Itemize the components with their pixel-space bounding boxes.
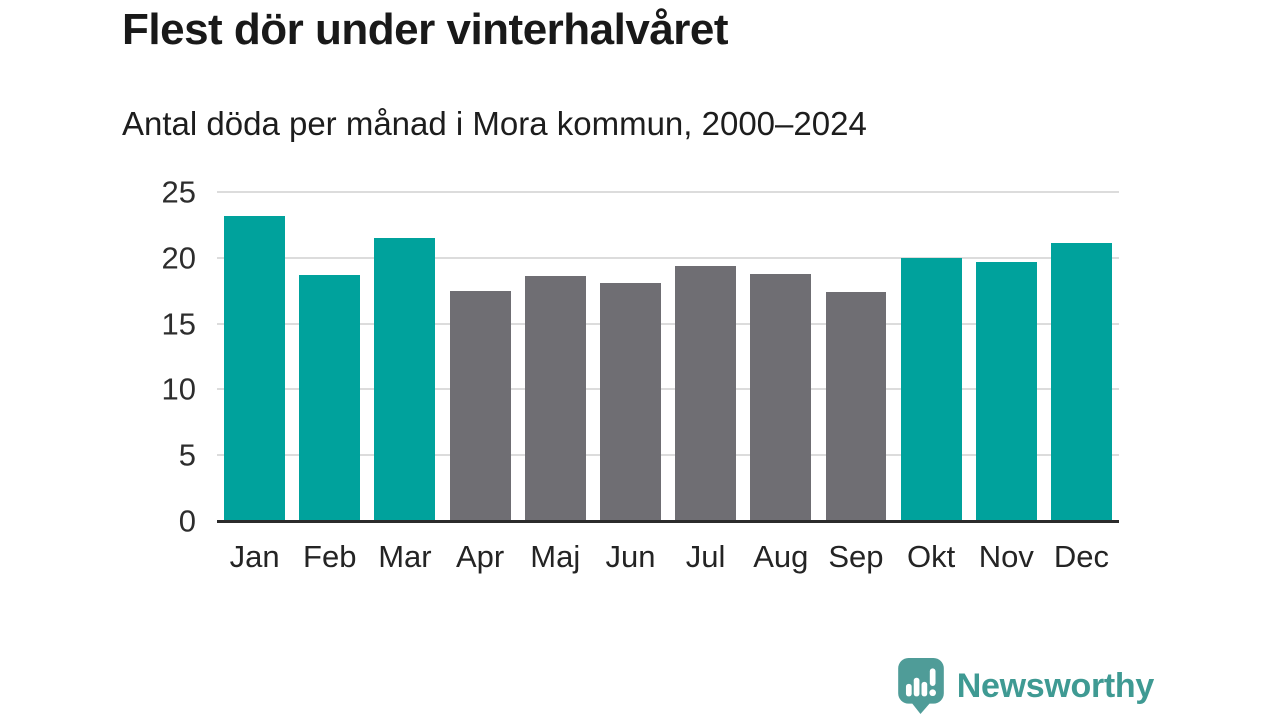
bar-slot-jul: [668, 192, 743, 521]
x-axis-labels: Jan Feb Mar Apr Maj Jun Jul Aug Sep Okt Nov Dec: [217, 527, 1119, 572]
x-tick-label-jun: Jun: [605, 539, 656, 574]
bar-slot-maj: [518, 192, 593, 521]
bar-slot-mar: [367, 192, 442, 521]
x-tick-label-dec: Dec: [1053, 539, 1110, 574]
x-tick-label-aug: Aug: [753, 539, 809, 574]
x-tick-label-feb: Feb: [303, 539, 357, 574]
bar-feb: [299, 274, 361, 521]
bar-slot-aug: [743, 192, 818, 521]
bar-jul: [675, 265, 737, 521]
x-tick-label-maj: Maj: [530, 539, 581, 574]
bar-slot-apr: [443, 192, 518, 521]
x-tick-label-jan: Jan: [229, 539, 280, 574]
bar-mar: [374, 238, 436, 521]
x-tick-label-jul: Jul: [685, 539, 726, 574]
y-tick-label-5: 5: [178, 437, 196, 473]
y-tick-label-20: 20: [161, 240, 196, 276]
bar-slot-nov: [969, 192, 1044, 521]
x-tick-label-mar: Mar: [378, 539, 432, 574]
bar-slot-okt: [894, 192, 969, 521]
y-axis: 0 5 10 15 20 25: [0, 177, 196, 537]
bar-maj: [524, 276, 586, 521]
y-tick-label-25: 25: [161, 174, 196, 210]
bar-nov: [975, 261, 1037, 521]
plot-area: [217, 191, 1119, 523]
y-tick-label-0: 0: [178, 503, 196, 539]
bar-apr: [449, 290, 511, 521]
y-tick-label-10: 10: [161, 371, 196, 407]
gridline-10: [217, 388, 1119, 391]
gridline-5: [217, 454, 1119, 457]
bar-jun: [600, 282, 661, 521]
bar-sep: [825, 292, 887, 521]
bar-slot-jun: [593, 192, 668, 521]
x-tick-label-apr: Apr: [455, 539, 505, 574]
chart-subtitle: Antal döda per månad i Mora kommun, 2000…: [122, 105, 867, 142]
bar-dec: [1051, 243, 1112, 521]
newsworthy-bubble-barchart-icon: [897, 658, 944, 714]
bars: [217, 192, 1119, 521]
bar-jan: [224, 215, 286, 521]
bar-aug: [750, 273, 812, 521]
gridline-25: [217, 191, 1119, 193]
newsworthy-logo: Newsworthy: [897, 658, 1155, 714]
gridline-15: [217, 322, 1119, 325]
x-axis-line: [217, 520, 1119, 523]
bar-slot-sep: [818, 192, 893, 521]
bar-slot-jan: [217, 192, 292, 521]
bar-okt: [900, 257, 962, 521]
newsworthy-logo-text: Newsworthy: [956, 667, 1155, 705]
x-tick-label-sep: Sep: [828, 539, 884, 574]
chart-title: Flest dör under vinterhalvåret: [122, 5, 729, 54]
y-tick-label-15: 15: [161, 306, 196, 342]
bar-slot-dec: [1044, 192, 1119, 521]
gridline-20: [217, 256, 1119, 259]
x-tick-label-nov: Nov: [978, 539, 1034, 574]
x-tick-label-okt: Okt: [907, 539, 956, 574]
bar-slot-feb: [292, 192, 367, 521]
